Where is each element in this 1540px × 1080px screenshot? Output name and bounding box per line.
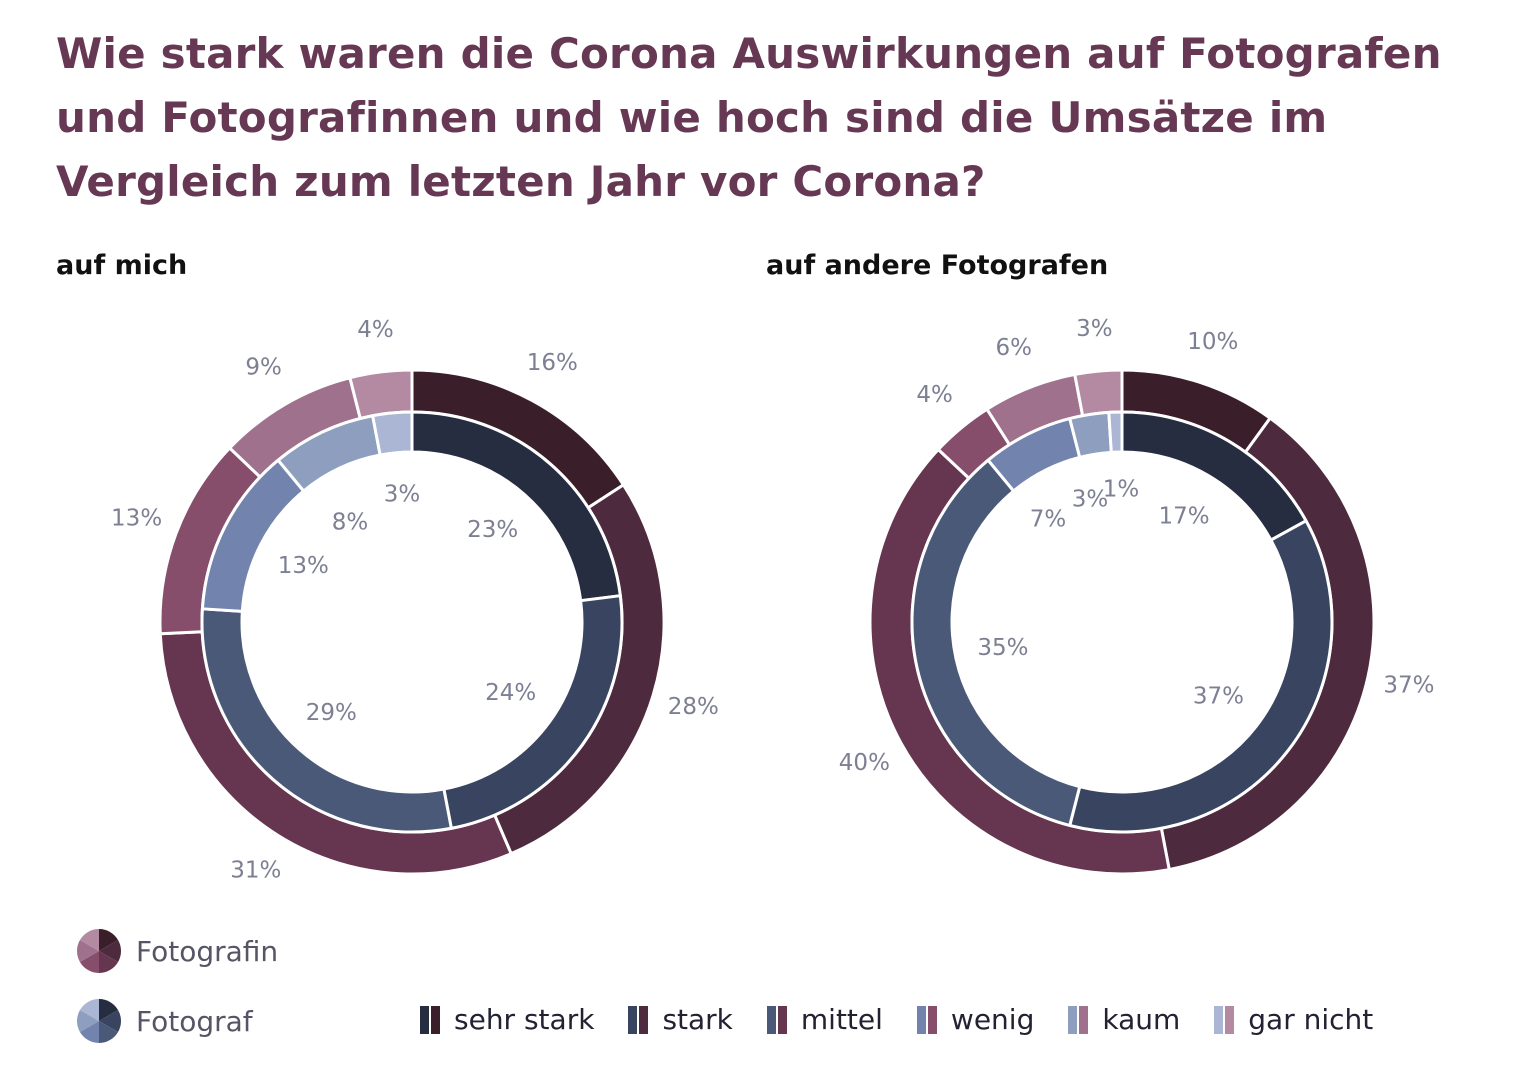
label-fotografin-mittel: 40%	[839, 750, 890, 776]
label-fotografin-wenig: 4%	[916, 382, 953, 408]
pie-icon-wedge	[77, 1010, 99, 1032]
pie-icon-wedge	[79, 999, 99, 1021]
label-fotograf-mittel: 35%	[977, 635, 1028, 661]
gender-legend: Fotografin Fotograf	[76, 928, 278, 1068]
label-fotograf-stark: 37%	[1193, 683, 1244, 709]
level-legend: sehr stark stark mittel wenig kaum gar n…	[420, 1003, 1373, 1036]
legend-label-kaum: kaum	[1102, 1003, 1181, 1036]
swatch-kaum	[1068, 1005, 1089, 1034]
slice-fotograf-gar-nicht	[1107, 410, 1124, 454]
donut-auf-andere: 10%37%40%4%6%3%17%37%35%7%3%1%	[839, 316, 1434, 876]
legend-label-wenig: wenig	[950, 1003, 1035, 1036]
label-fotograf-gar-nicht: 3%	[384, 482, 421, 508]
label-fotograf-sehr-stark: 23%	[467, 517, 518, 543]
slice-fotograf-gar-nicht	[371, 410, 414, 457]
legend-label-gar-nicht: gar nicht	[1248, 1003, 1374, 1036]
label-fotograf-mittel: 29%	[306, 700, 357, 726]
pie-icon-wedge	[77, 940, 99, 962]
swatch-mittel	[766, 1005, 787, 1034]
swatch-stark	[628, 1005, 649, 1034]
label-fotografin-gar-nicht: 3%	[1076, 316, 1113, 342]
donut-auf-mich: 16%28%31%13%9%4%23%24%29%13%8%3%	[111, 317, 719, 884]
legend-item-sehr-stark: sehr stark	[420, 1003, 594, 1036]
legend-label-stark: stark	[662, 1003, 733, 1036]
label-fotograf-gar-nicht: 1%	[1103, 477, 1140, 503]
label-fotograf-sehr-stark: 17%	[1159, 503, 1210, 529]
legend-item-fotografin: Fotografin	[76, 928, 278, 974]
label-fotografin-gar-nicht: 4%	[357, 317, 394, 343]
fotografin-pie-icon	[77, 929, 121, 973]
label-fotografin-mittel: 31%	[230, 858, 281, 884]
label-fotograf-kaum: 3%	[1072, 487, 1109, 513]
pie-icon-wedge	[79, 951, 99, 973]
legend-item-fotograf: Fotograf	[76, 998, 278, 1044]
pie-icon-wedge	[99, 999, 119, 1021]
legend-item-gar-nicht: gar nicht	[1214, 1003, 1373, 1036]
legend-item-mittel: mittel	[766, 1003, 883, 1036]
label-fotografin-stark: 28%	[668, 694, 719, 720]
subtitle-auf-andere: auf andere Fotografen	[766, 250, 1109, 281]
pie-icon-wedge	[99, 1010, 121, 1032]
swatch-wenig	[916, 1005, 937, 1034]
legend-label-fotograf: Fotograf	[136, 1004, 253, 1038]
pie-icon-wedge	[99, 951, 119, 973]
label-fotograf-kaum: 8%	[332, 510, 369, 536]
subtitle-auf-mich: auf mich	[56, 250, 188, 281]
label-fotografin-sehr-stark: 10%	[1187, 329, 1238, 355]
legend-item-stark: stark	[628, 1003, 733, 1036]
chart-title: Wie stark waren die Corona Auswirkungen …	[56, 29, 1442, 206]
legend-item-kaum: kaum	[1068, 1003, 1180, 1036]
pie-icon-wedge	[79, 1021, 99, 1043]
legend-label-mittel: mittel	[800, 1003, 883, 1036]
label-fotografin-kaum: 9%	[245, 355, 282, 381]
swatch-gar-nicht	[1214, 1005, 1235, 1034]
legend-item-wenig: wenig	[916, 1003, 1035, 1036]
label-fotograf-wenig: 7%	[1030, 507, 1067, 533]
pie-icon-wedge	[79, 929, 99, 951]
legend-label-sehr-stark: sehr stark	[454, 1003, 595, 1036]
swatch-sehr-stark	[420, 1005, 440, 1034]
pie-icon-wedge	[99, 940, 121, 962]
slice-fotografin-gar-nicht	[1073, 368, 1124, 418]
label-fotograf-wenig: 13%	[278, 553, 329, 579]
fotograf-pie-icon	[77, 999, 121, 1043]
label-fotografin-wenig: 13%	[111, 506, 162, 532]
label-fotograf-stark: 24%	[485, 680, 536, 706]
pie-icon-wedge	[99, 929, 119, 951]
label-fotografin-stark: 37%	[1383, 673, 1434, 699]
slice-fotograf-sehr-stark	[410, 410, 622, 603]
pie-icon-wedge	[99, 1021, 119, 1043]
label-fotografin-kaum: 6%	[996, 335, 1033, 361]
legend-label-fotografin: Fotografin	[136, 934, 279, 968]
label-fotografin-sehr-stark: 16%	[527, 350, 578, 376]
